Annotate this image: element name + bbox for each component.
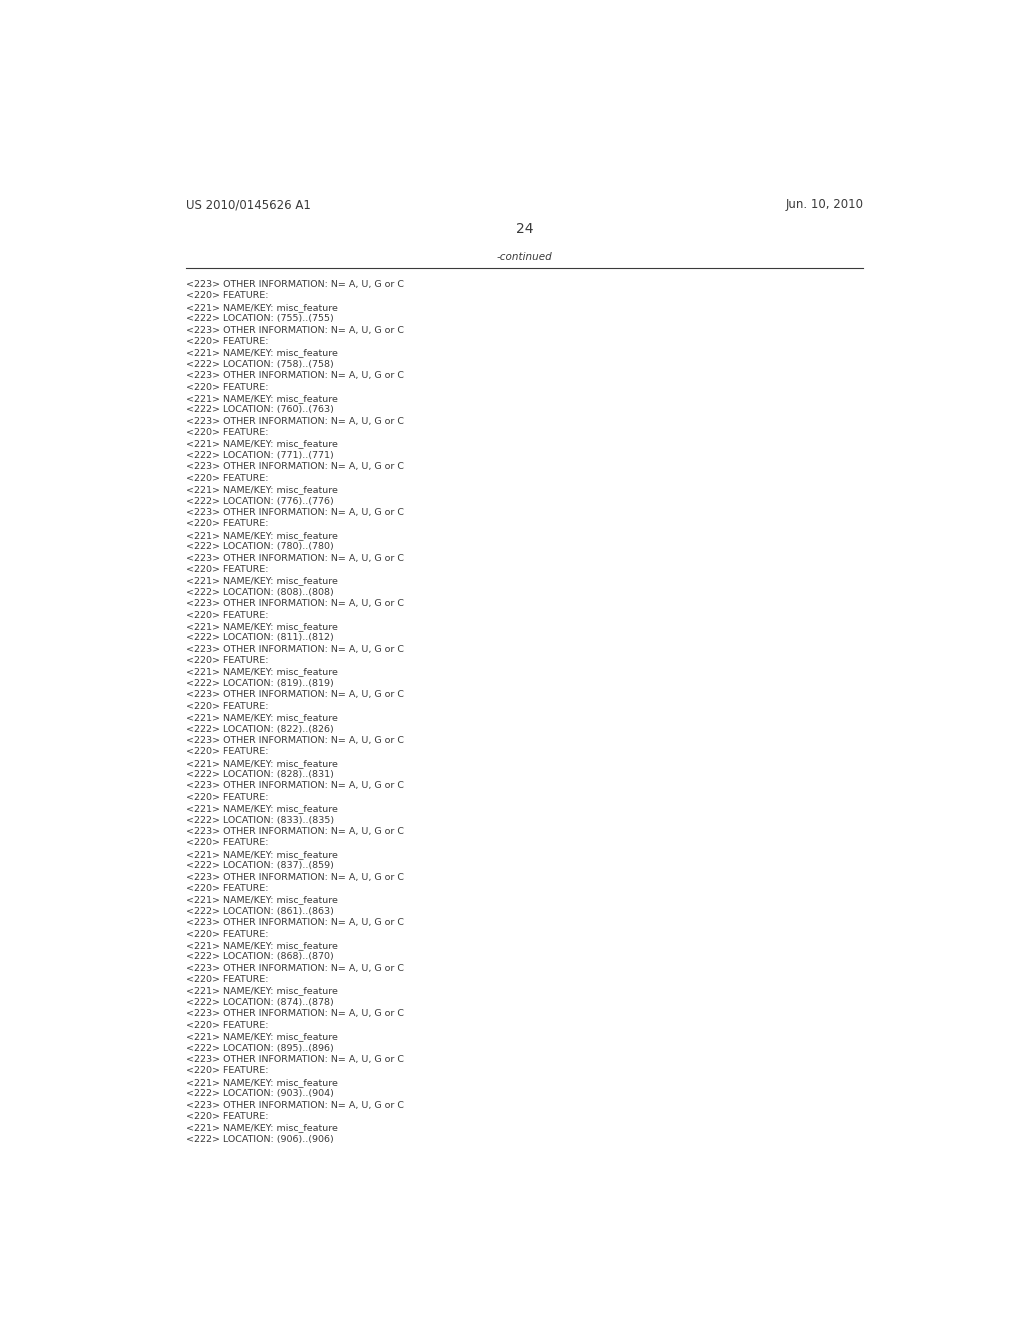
Text: <222> LOCATION: (811)..(812): <222> LOCATION: (811)..(812) [186,634,334,643]
Text: <221> NAME/KEY: misc_feature: <221> NAME/KEY: misc_feature [186,1077,338,1086]
Text: <223> OTHER INFORMATION: N= A, U, G or C: <223> OTHER INFORMATION: N= A, U, G or C [186,417,404,426]
Text: 24: 24 [516,222,534,235]
Text: <221> NAME/KEY: misc_feature: <221> NAME/KEY: misc_feature [186,941,338,950]
Text: <222> LOCATION: (833)..(835): <222> LOCATION: (833)..(835) [186,816,334,825]
Text: <220> FEATURE:: <220> FEATURE: [186,838,268,847]
Text: <221> NAME/KEY: misc_feature: <221> NAME/KEY: misc_feature [186,895,338,904]
Text: <220> FEATURE:: <220> FEATURE: [186,428,268,437]
Text: <222> LOCATION: (771)..(771): <222> LOCATION: (771)..(771) [186,451,334,459]
Text: <223> OTHER INFORMATION: N= A, U, G or C: <223> OTHER INFORMATION: N= A, U, G or C [186,828,404,836]
Text: <220> FEATURE:: <220> FEATURE: [186,611,268,619]
Text: <222> LOCATION: (906)..(906): <222> LOCATION: (906)..(906) [186,1135,334,1143]
Text: <223> OTHER INFORMATION: N= A, U, G or C: <223> OTHER INFORMATION: N= A, U, G or C [186,964,404,973]
Text: <222> LOCATION: (760)..(763): <222> LOCATION: (760)..(763) [186,405,334,414]
Text: <223> OTHER INFORMATION: N= A, U, G or C: <223> OTHER INFORMATION: N= A, U, G or C [186,919,404,927]
Text: <220> FEATURE:: <220> FEATURE: [186,793,268,801]
Text: <221> NAME/KEY: misc_feature: <221> NAME/KEY: misc_feature [186,804,338,813]
Text: <220> FEATURE:: <220> FEATURE: [186,1067,268,1076]
Text: <222> LOCATION: (819)..(819): <222> LOCATION: (819)..(819) [186,678,334,688]
Text: <223> OTHER INFORMATION: N= A, U, G or C: <223> OTHER INFORMATION: N= A, U, G or C [186,690,404,700]
Text: <222> LOCATION: (776)..(776): <222> LOCATION: (776)..(776) [186,496,334,506]
Text: -continued: -continued [497,252,553,263]
Text: <221> NAME/KEY: misc_feature: <221> NAME/KEY: misc_feature [186,531,338,540]
Text: <222> LOCATION: (895)..(896): <222> LOCATION: (895)..(896) [186,1044,334,1052]
Text: <221> NAME/KEY: misc_feature: <221> NAME/KEY: misc_feature [186,486,338,494]
Text: <223> OTHER INFORMATION: N= A, U, G or C: <223> OTHER INFORMATION: N= A, U, G or C [186,462,404,471]
Text: <223> OTHER INFORMATION: N= A, U, G or C: <223> OTHER INFORMATION: N= A, U, G or C [186,599,404,609]
Text: <223> OTHER INFORMATION: N= A, U, G or C: <223> OTHER INFORMATION: N= A, U, G or C [186,280,404,289]
Text: <222> LOCATION: (758)..(758): <222> LOCATION: (758)..(758) [186,360,334,368]
Text: <220> FEATURE:: <220> FEATURE: [186,565,268,574]
Text: <221> NAME/KEY: misc_feature: <221> NAME/KEY: misc_feature [186,393,338,403]
Text: <220> FEATURE:: <220> FEATURE: [186,474,268,483]
Text: <223> OTHER INFORMATION: N= A, U, G or C: <223> OTHER INFORMATION: N= A, U, G or C [186,508,404,517]
Text: <221> NAME/KEY: misc_feature: <221> NAME/KEY: misc_feature [186,302,338,312]
Text: <222> LOCATION: (828)..(831): <222> LOCATION: (828)..(831) [186,770,334,779]
Text: <221> NAME/KEY: misc_feature: <221> NAME/KEY: misc_feature [186,1032,338,1041]
Text: <221> NAME/KEY: misc_feature: <221> NAME/KEY: misc_feature [186,348,338,358]
Text: <220> FEATURE:: <220> FEATURE: [186,1020,268,1030]
Text: <222> LOCATION: (808)..(808): <222> LOCATION: (808)..(808) [186,587,334,597]
Text: <221> NAME/KEY: misc_feature: <221> NAME/KEY: misc_feature [186,668,338,677]
Text: <223> OTHER INFORMATION: N= A, U, G or C: <223> OTHER INFORMATION: N= A, U, G or C [186,1010,404,1019]
Text: <220> FEATURE:: <220> FEATURE: [186,702,268,710]
Text: <221> NAME/KEY: misc_feature: <221> NAME/KEY: misc_feature [186,577,338,585]
Text: <223> OTHER INFORMATION: N= A, U, G or C: <223> OTHER INFORMATION: N= A, U, G or C [186,644,404,653]
Text: <220> FEATURE:: <220> FEATURE: [186,1111,268,1121]
Text: <220> FEATURE:: <220> FEATURE: [186,337,268,346]
Text: <221> NAME/KEY: misc_feature: <221> NAME/KEY: misc_feature [186,713,338,722]
Text: <222> LOCATION: (861)..(863): <222> LOCATION: (861)..(863) [186,907,334,916]
Text: <223> OTHER INFORMATION: N= A, U, G or C: <223> OTHER INFORMATION: N= A, U, G or C [186,781,404,791]
Text: <221> NAME/KEY: misc_feature: <221> NAME/KEY: misc_feature [186,850,338,859]
Text: <221> NAME/KEY: misc_feature: <221> NAME/KEY: misc_feature [186,1123,338,1133]
Text: <221> NAME/KEY: misc_feature: <221> NAME/KEY: misc_feature [186,986,338,995]
Text: <222> LOCATION: (874)..(878): <222> LOCATION: (874)..(878) [186,998,334,1007]
Text: <221> NAME/KEY: misc_feature: <221> NAME/KEY: misc_feature [186,622,338,631]
Text: <223> OTHER INFORMATION: N= A, U, G or C: <223> OTHER INFORMATION: N= A, U, G or C [186,326,404,335]
Text: <223> OTHER INFORMATION: N= A, U, G or C: <223> OTHER INFORMATION: N= A, U, G or C [186,873,404,882]
Text: <223> OTHER INFORMATION: N= A, U, G or C: <223> OTHER INFORMATION: N= A, U, G or C [186,371,404,380]
Text: <223> OTHER INFORMATION: N= A, U, G or C: <223> OTHER INFORMATION: N= A, U, G or C [186,553,404,562]
Text: US 2010/0145626 A1: US 2010/0145626 A1 [186,198,311,211]
Text: <223> OTHER INFORMATION: N= A, U, G or C: <223> OTHER INFORMATION: N= A, U, G or C [186,1101,404,1110]
Text: <222> LOCATION: (868)..(870): <222> LOCATION: (868)..(870) [186,953,334,961]
Text: <223> OTHER INFORMATION: N= A, U, G or C: <223> OTHER INFORMATION: N= A, U, G or C [186,737,404,744]
Text: <222> LOCATION: (755)..(755): <222> LOCATION: (755)..(755) [186,314,334,323]
Text: <220> FEATURE:: <220> FEATURE: [186,519,268,528]
Text: <220> FEATURE:: <220> FEATURE: [186,884,268,894]
Text: <222> LOCATION: (903)..(904): <222> LOCATION: (903)..(904) [186,1089,334,1098]
Text: <220> FEATURE:: <220> FEATURE: [186,292,268,301]
Text: <220> FEATURE:: <220> FEATURE: [186,929,268,939]
Text: <220> FEATURE:: <220> FEATURE: [186,747,268,756]
Text: <221> NAME/KEY: misc_feature: <221> NAME/KEY: misc_feature [186,440,338,449]
Text: Jun. 10, 2010: Jun. 10, 2010 [785,198,863,211]
Text: <222> LOCATION: (837)..(859): <222> LOCATION: (837)..(859) [186,861,334,870]
Text: <222> LOCATION: (780)..(780): <222> LOCATION: (780)..(780) [186,543,334,552]
Text: <221> NAME/KEY: misc_feature: <221> NAME/KEY: misc_feature [186,759,338,768]
Text: <222> LOCATION: (822)..(826): <222> LOCATION: (822)..(826) [186,725,334,734]
Text: <220> FEATURE:: <220> FEATURE: [186,975,268,985]
Text: <223> OTHER INFORMATION: N= A, U, G or C: <223> OTHER INFORMATION: N= A, U, G or C [186,1055,404,1064]
Text: <220> FEATURE:: <220> FEATURE: [186,656,268,665]
Text: <220> FEATURE:: <220> FEATURE: [186,383,268,392]
